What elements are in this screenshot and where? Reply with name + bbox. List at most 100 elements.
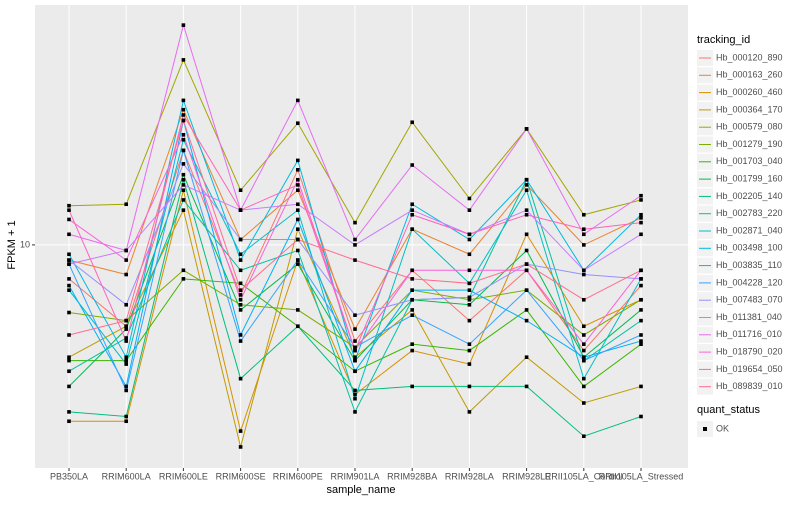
data-point (467, 384, 472, 389)
legend-label: Hb_003498_100 (716, 243, 783, 253)
data-point (582, 243, 586, 247)
data-point (67, 203, 71, 208)
data-point (353, 410, 357, 414)
data-point (238, 252, 243, 257)
data-point (296, 168, 300, 172)
data-point (124, 258, 128, 262)
data-point (67, 358, 71, 363)
legend-label: Hb_007483_070 (716, 295, 783, 305)
data-point (524, 308, 529, 312)
data-point (67, 410, 71, 414)
data-point (639, 216, 643, 220)
data-point (353, 345, 357, 350)
data-point (238, 208, 243, 212)
data-point (67, 310, 71, 315)
data-point (524, 384, 529, 389)
legend-label: Hb_004228_120 (716, 277, 783, 287)
data-point (181, 138, 186, 142)
data-point (124, 318, 128, 323)
x-tick-label: RRIM928LE (502, 471, 551, 481)
data-point (296, 217, 300, 222)
data-point (67, 252, 71, 257)
data-point (124, 384, 128, 389)
legend-label: Hb_002783_220 (716, 208, 783, 218)
x-tick-label: PB350LA (50, 471, 88, 481)
data-point (410, 163, 414, 167)
data-point (296, 98, 300, 103)
data-point (67, 262, 71, 266)
data-point (467, 302, 472, 307)
data-point (582, 376, 586, 381)
data-point (124, 202, 128, 207)
legend-label: Hb_000260_460 (716, 87, 783, 97)
data-point (467, 208, 472, 212)
data-point (238, 288, 243, 292)
data-point (524, 212, 529, 217)
data-point (353, 369, 357, 374)
data-point (467, 237, 472, 242)
data-point (639, 268, 643, 273)
data-point (639, 333, 643, 337)
data-point (410, 288, 414, 292)
x-tick-label: RRIM600LE (159, 471, 208, 481)
data-point (124, 419, 128, 424)
data-point (524, 232, 529, 237)
data-point (582, 434, 586, 439)
data-point (181, 118, 186, 123)
data-point (238, 445, 243, 449)
legend-label: Hb_000579_080 (716, 122, 783, 132)
data-point (582, 232, 586, 237)
data-point (639, 283, 643, 288)
data-point (181, 198, 186, 202)
data-point (124, 358, 128, 363)
data-point (181, 162, 186, 166)
data-point (67, 283, 71, 288)
data-point (296, 308, 300, 312)
data-point (124, 336, 128, 340)
data-point (639, 342, 643, 346)
data-point (296, 248, 300, 253)
data-point (467, 252, 472, 257)
data-point (181, 277, 186, 281)
data-point (353, 396, 357, 401)
data-point (296, 158, 300, 163)
data-point (296, 237, 300, 242)
data-point (181, 268, 186, 273)
data-point (124, 339, 128, 343)
data-point (410, 202, 414, 207)
data-point (582, 272, 586, 277)
data-point (67, 277, 71, 281)
data-point (124, 302, 128, 307)
data-point (181, 132, 186, 137)
data-point (410, 227, 414, 231)
data-point (582, 212, 586, 217)
data-point (410, 268, 414, 273)
data-point (353, 237, 357, 242)
data-point (410, 342, 414, 346)
data-point (238, 429, 243, 433)
data-point (524, 188, 529, 193)
data-point (524, 177, 529, 182)
data-point (353, 327, 357, 331)
data-point (524, 183, 529, 187)
data-point (467, 297, 472, 302)
data-point (296, 188, 300, 193)
data-point (67, 217, 71, 222)
x-axis-title: sample_name (326, 484, 395, 496)
x-tick-label: RRIM928BA (387, 471, 437, 481)
data-point (582, 268, 586, 273)
data-point (296, 121, 300, 125)
y-axis-title: FPKM + 1 (6, 220, 18, 269)
data-point (238, 258, 243, 262)
data-point (238, 297, 243, 302)
data-point (353, 355, 357, 359)
x-tick-label: RRII105LA_Stressed (599, 471, 684, 481)
data-point (238, 376, 243, 381)
data-point (238, 281, 243, 286)
data-point (410, 208, 414, 212)
data-point (639, 339, 643, 343)
data-point (181, 58, 186, 62)
data-point (296, 262, 300, 266)
data-point (467, 410, 472, 414)
